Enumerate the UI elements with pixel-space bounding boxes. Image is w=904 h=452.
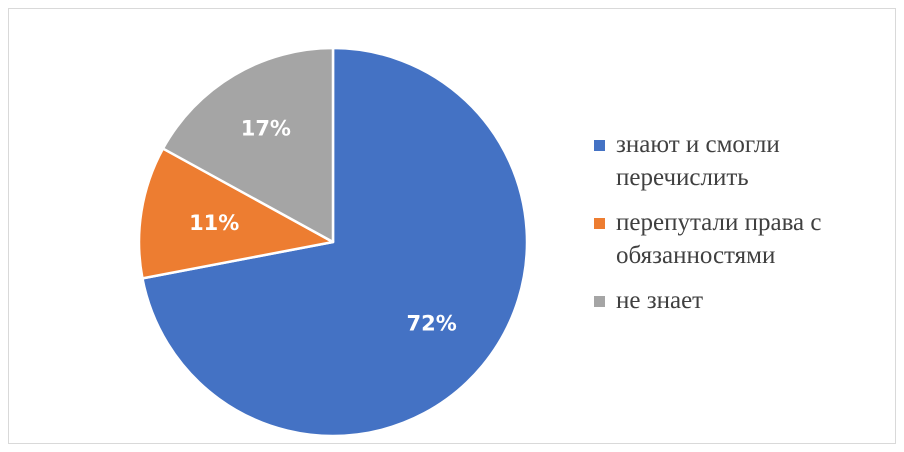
data-label-confused: 11%: [189, 211, 239, 235]
pie-slices: [137, 46, 529, 438]
pie-slice-unknown: [161, 46, 335, 244]
legend-entry-unknown: не знает: [594, 284, 884, 317]
legend-label-confused: перепутали права с обязанностями: [616, 209, 822, 269]
data-label-unknown: 17%: [241, 116, 291, 140]
legend-swatch-unknown: [594, 296, 605, 307]
pie-slice-known: [141, 46, 529, 438]
legend-swatch-known: [594, 140, 605, 151]
legend-swatch-confused: [594, 218, 605, 229]
data-label-known: 72%: [407, 312, 457, 336]
legend-entry-confused: перепутали права с обязанностями: [594, 206, 884, 272]
pie-data-labels: 72% 11% 17%: [189, 116, 457, 335]
legend: знают и смогли перечислить перепутали пр…: [594, 128, 884, 329]
legend-entry-known: знают и смогли перечислить: [594, 128, 884, 194]
legend-label-known: знают и смогли перечислить: [616, 131, 780, 191]
legend-label-unknown: не знает: [616, 287, 704, 314]
pie-slice-confused: [137, 147, 335, 280]
